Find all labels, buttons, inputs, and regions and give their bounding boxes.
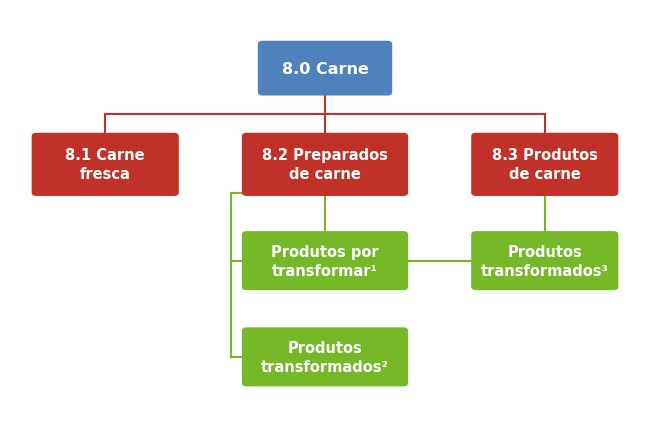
FancyBboxPatch shape: [242, 232, 408, 291]
FancyBboxPatch shape: [32, 133, 179, 196]
Text: Produtos por
transformar¹: Produtos por transformar¹: [271, 244, 379, 278]
Text: 8.2 Preparados
de carne: 8.2 Preparados de carne: [262, 148, 388, 182]
FancyBboxPatch shape: [242, 328, 408, 386]
FancyBboxPatch shape: [471, 232, 618, 291]
FancyBboxPatch shape: [242, 133, 408, 196]
Text: 8.3 Produtos
de carne: 8.3 Produtos de carne: [492, 148, 598, 182]
Text: Produtos
transformados³: Produtos transformados³: [481, 244, 608, 278]
FancyBboxPatch shape: [258, 42, 392, 96]
Text: Produtos
transformados²: Produtos transformados²: [261, 340, 389, 374]
Text: 8.1 Carne
fresca: 8.1 Carne fresca: [66, 148, 145, 182]
FancyBboxPatch shape: [471, 133, 618, 196]
Text: 8.0 Carne: 8.0 Carne: [281, 61, 369, 76]
